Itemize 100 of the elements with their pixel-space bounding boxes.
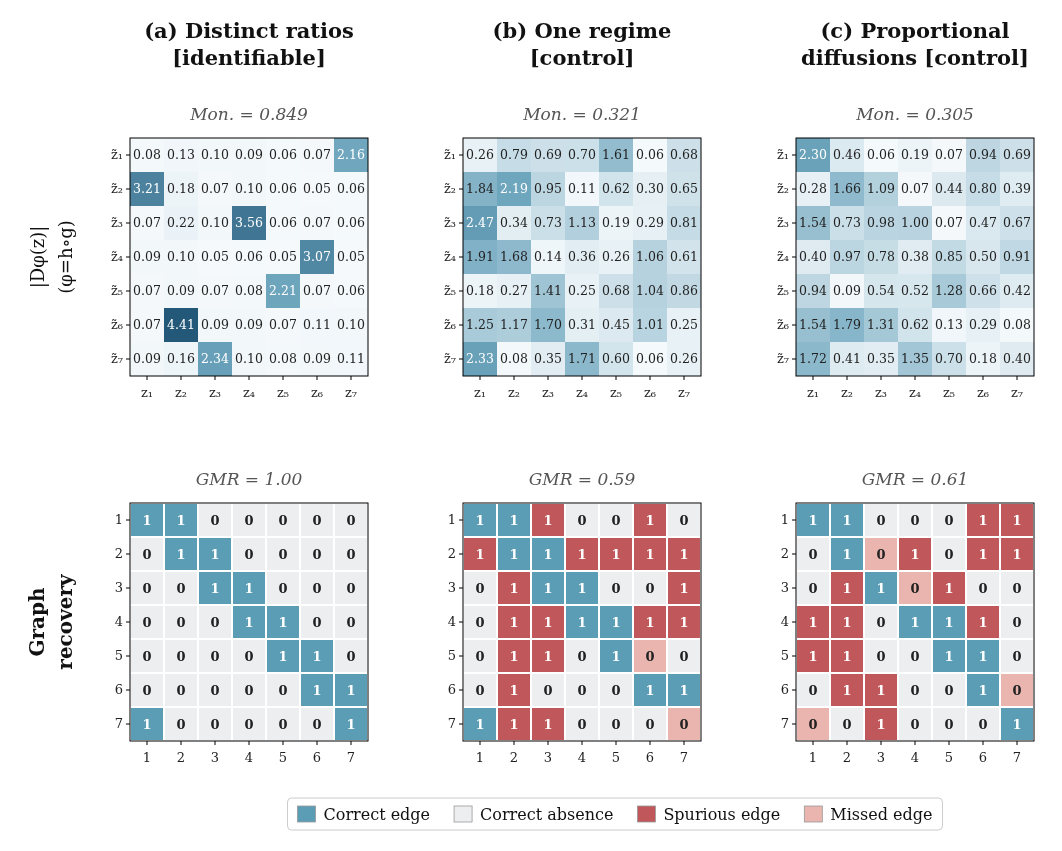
data-label: 0 xyxy=(244,546,254,562)
data-label: 0 xyxy=(910,512,920,528)
data-label: 1.66 xyxy=(833,181,861,197)
y-tick-label: 7 xyxy=(114,716,123,732)
data-label: 3.56 xyxy=(235,215,263,231)
data-label: 0.06 xyxy=(235,249,263,265)
data-label: 1.35 xyxy=(901,351,929,367)
x-tick-label: 2 xyxy=(176,750,186,766)
y-tick-label: 2 xyxy=(780,546,789,562)
y-tick-label: 2 xyxy=(114,546,123,562)
category-label: Correct edge xyxy=(323,804,431,824)
data-label: 1 xyxy=(1012,716,1022,732)
data-label: 0.18 xyxy=(167,181,195,197)
data-label: 1 xyxy=(978,682,988,698)
data-label: 0.09 xyxy=(235,317,263,333)
data-label: 0.26 xyxy=(670,351,698,367)
data-label: 3.07 xyxy=(303,249,331,265)
x-tick-label: 5 xyxy=(278,750,288,766)
data-label: 1 xyxy=(842,512,852,528)
data-label: 0.11 xyxy=(337,351,365,367)
data-label: 1 xyxy=(543,648,553,664)
data-label: 0.07 xyxy=(201,283,229,299)
data-label: 0 xyxy=(577,716,587,732)
data-label: 0 xyxy=(176,614,186,630)
data-label: 0.25 xyxy=(670,317,698,333)
data-label: 1.31 xyxy=(867,317,895,333)
data-label: 1 xyxy=(509,546,519,562)
y-tick-label: z̃₂ xyxy=(443,181,456,197)
y-tick-label: z̃₃ xyxy=(110,215,123,231)
y-tick-label: z̃₅ xyxy=(776,283,789,299)
data-label: 0 xyxy=(577,682,587,698)
y-tick-label: 2 xyxy=(447,546,456,562)
y-axis-title: |Dφ(z)| (φ=h∘g) xyxy=(27,220,76,294)
data-label: 0.07 xyxy=(303,215,331,231)
x-tick-label: 3 xyxy=(876,750,886,766)
data-label: 0.08 xyxy=(269,351,297,367)
data-label: 2.19 xyxy=(500,181,528,197)
data-label: 0.35 xyxy=(867,351,895,367)
data-label: 0 xyxy=(210,682,220,698)
category-label: Missed edge xyxy=(830,804,933,824)
y-tick-label: z̃₆ xyxy=(443,317,456,333)
data-label: 0 xyxy=(142,648,152,664)
data-label: 0.31 xyxy=(568,317,596,333)
data-label: 0.62 xyxy=(602,181,630,197)
data-label: 1 xyxy=(278,614,288,630)
y-tick-label: 4 xyxy=(114,614,123,630)
data-label: 0 xyxy=(346,614,356,630)
data-label: 1 xyxy=(679,614,689,630)
y-tick-label: z̃₇ xyxy=(776,351,789,367)
data-label: 1 xyxy=(210,580,220,596)
data-label: 1.13 xyxy=(568,215,596,231)
y-tick-label: 1 xyxy=(780,512,789,528)
data-label: 1 xyxy=(176,512,186,528)
data-label: 0.07 xyxy=(303,283,331,299)
data-label: 0.06 xyxy=(636,147,664,163)
data-label: 0.06 xyxy=(867,147,895,163)
data-label: 1 xyxy=(842,614,852,630)
data-label: 0 xyxy=(910,682,920,698)
data-label: 1 xyxy=(543,716,553,732)
data-label: 0.29 xyxy=(636,215,664,231)
data-label: 0.06 xyxy=(337,283,365,299)
data-label: 0 xyxy=(244,682,254,698)
data-label: 1 xyxy=(679,580,689,596)
x-tick-label: z₂ xyxy=(174,385,188,401)
x-tick-label: 6 xyxy=(645,750,655,766)
data-label: 0.29 xyxy=(969,317,997,333)
data-label: 0.09 xyxy=(133,249,161,265)
data-label: 0.22 xyxy=(167,215,195,231)
data-label: 1 xyxy=(509,580,519,596)
data-label: 0.07 xyxy=(201,181,229,197)
y-tick-label: z̃₇ xyxy=(110,351,123,367)
data-label: 0 xyxy=(944,512,954,528)
data-label: 2.21 xyxy=(269,283,297,299)
data-label: 0 xyxy=(944,682,954,698)
chart-title: (a) Distinct ratios [identifiable] xyxy=(144,18,354,70)
y-tick-label: 3 xyxy=(114,580,123,596)
chart-subtitle: Mon. = 0.849 xyxy=(189,104,309,124)
data-label: 1 xyxy=(577,546,587,562)
y-tick-label: z̃₅ xyxy=(110,283,123,299)
data-label: 1 xyxy=(645,512,655,528)
data-label: 0 xyxy=(278,682,288,698)
data-label: 0.40 xyxy=(1003,351,1031,367)
x-tick-label: 4 xyxy=(577,750,587,766)
data-label: 0 xyxy=(1012,614,1022,630)
data-label: 2.34 xyxy=(201,351,229,367)
data-label: 0 xyxy=(978,580,988,596)
y-tick-label: 1 xyxy=(447,512,456,528)
data-label: 0 xyxy=(876,614,886,630)
x-tick-label: 6 xyxy=(312,750,322,766)
y-tick-label: 5 xyxy=(780,648,789,664)
data-label: 0.52 xyxy=(901,283,929,299)
data-label: 0 xyxy=(142,682,152,698)
data-label: 0.68 xyxy=(670,147,698,163)
data-label: 0 xyxy=(278,716,288,732)
data-label: 2.33 xyxy=(466,351,494,367)
data-label: 0.97 xyxy=(833,249,861,265)
data-label: 1.91 xyxy=(466,249,494,265)
data-label: 0.94 xyxy=(969,147,997,163)
data-label: 1 xyxy=(944,614,954,630)
data-label: 0 xyxy=(611,682,621,698)
